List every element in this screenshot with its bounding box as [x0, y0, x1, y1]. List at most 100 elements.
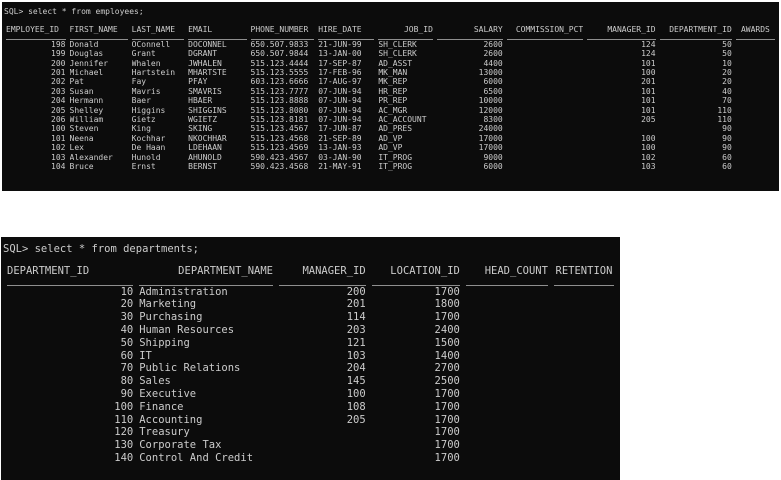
table-cell — [466, 337, 548, 350]
table-cell: 90 — [722, 143, 732, 153]
table-cell: 121 — [346, 336, 366, 349]
table-cell: AC_ACCOUNT — [378, 115, 427, 125]
table-cell: 50 — [722, 39, 732, 49]
departments-terminal-window[interactable]: SQL> select * from departments; DEPARTME… — [1, 237, 620, 480]
table-cell: 515.123.8888 — [250, 96, 309, 106]
table-cell: MK_REP — [378, 77, 408, 87]
table-cell: 130 — [114, 439, 134, 452]
table-row: 201 Michael Hartstein MHARTSTE 515.123.5… — [6, 68, 775, 77]
table-cell: Marketing — [139, 298, 197, 311]
table-cell: 21-SEP-89 — [318, 133, 362, 143]
table-cell — [736, 87, 775, 96]
table-cell: NKOCHHAR — [188, 133, 227, 143]
table-cell — [507, 68, 584, 77]
table-cell: Baer — [131, 96, 151, 106]
employees-terminal-window[interactable]: SQL> select * from employees; EMPLOYEE_I… — [2, 2, 779, 191]
table-cell: 110 — [717, 115, 732, 125]
table-cell: 17-FEB-96 — [318, 68, 362, 78]
table-cell: 201 — [346, 298, 366, 311]
table-cell: 203 — [51, 86, 66, 96]
table-cell — [736, 162, 775, 171]
table-cell: 2600 — [483, 39, 503, 49]
table-cell: 650.507.9844 — [250, 49, 309, 59]
table-cell: Shelley — [69, 105, 104, 115]
table-cell: 100 — [641, 68, 656, 78]
table-cell: 108 — [346, 400, 366, 413]
table-cell — [507, 153, 584, 162]
column-header: MANAGER_ID — [587, 25, 656, 40]
table-cell — [554, 286, 614, 299]
table-cell: IT — [139, 349, 152, 362]
table-row: 130 Corporate Tax 1700 — [7, 439, 614, 452]
table-cell — [554, 311, 614, 324]
table-cell — [466, 375, 548, 388]
employees-result-table: EMPLOYEE_ID FIRST_NAME LAST_NAME EMAIL PHONE… — [2, 25, 779, 171]
table-cell: 515.123.7777 — [250, 86, 309, 96]
table-cell: Control And Credit — [139, 451, 254, 464]
table-cell: 200 — [346, 285, 366, 298]
table-cell: Whalen — [131, 58, 161, 68]
table-cell: 17-JUN-87 — [318, 124, 362, 134]
table-cell: 17000 — [478, 133, 503, 143]
table-cell: 1400 — [434, 349, 460, 362]
table-cell — [736, 68, 775, 77]
table-cell — [279, 452, 366, 465]
table-cell: 205 — [51, 105, 66, 115]
table-cell: 104 — [51, 162, 66, 172]
table-cell: 17000 — [478, 143, 503, 153]
table-cell: Executive — [139, 387, 197, 400]
table-cell: 07-JUN-94 — [318, 115, 362, 125]
table-cell — [507, 134, 584, 143]
table-row: 40 Human Resources 203 2400 — [7, 324, 614, 337]
table-cell: 145 — [346, 375, 366, 388]
table-cell: 202 — [51, 77, 66, 87]
table-cell: 60 — [722, 162, 732, 172]
table-cell — [736, 153, 775, 162]
table-cell — [466, 452, 548, 465]
table-cell: Shipping — [139, 336, 190, 349]
table-cell: 205 — [641, 115, 656, 125]
table-cell: 13-JAN-93 — [318, 143, 362, 153]
table-cell — [466, 414, 548, 427]
table-cell: Finance — [139, 400, 184, 413]
table-cell: Gietz — [131, 115, 156, 125]
column-header: COMMISSION_PCT — [506, 25, 584, 40]
departments-result-table: DEPARTMENT_ID DEPARTMENT_NAME MANAGER_ID LO… — [1, 265, 620, 465]
sql-prompt-departments: SQL> select * from departments; — [3, 243, 199, 255]
table-cell: 1700 — [434, 439, 460, 452]
table-cell: 100 — [346, 387, 366, 400]
table-cell — [587, 124, 655, 133]
table-row: 20 Marketing 201 1800 — [7, 298, 614, 311]
table-cell: PR_REP — [378, 96, 408, 106]
table-cell: 10000 — [478, 96, 503, 106]
column-header: MANAGER_ID — [279, 265, 366, 286]
table-row: 206 William Gietz WGIETZ 515.123.8181 07… — [6, 115, 775, 124]
column-header: PHONE_NUMBER — [250, 25, 315, 40]
table-cell: 60 — [120, 349, 134, 362]
table-cell: 12000 — [478, 105, 503, 115]
table-cell: 1700 — [434, 400, 460, 413]
table-cell: Accounting — [139, 413, 203, 426]
table-cell: Grant — [131, 49, 156, 59]
table-cell: Kochhar — [131, 133, 166, 143]
table-cell: AD_PRES — [378, 124, 413, 134]
table-row: 30 Purchasing 114 1700 — [7, 311, 614, 324]
table-cell: 515.123.4444 — [250, 58, 309, 68]
table-cell: 90 — [722, 124, 732, 134]
table-row: 140 Control And Credit 1700 — [7, 452, 614, 465]
table-cell: 515.123.8080 — [250, 105, 309, 115]
table-cell — [507, 77, 584, 86]
column-header: DEPARTMENT_ID — [7, 265, 134, 286]
table-row: 90 Executive 100 1700 — [7, 388, 614, 401]
table-cell: 13-JAN-00 — [318, 49, 362, 59]
table-cell: Hunold — [131, 152, 161, 162]
table-cell: 515.123.5555 — [250, 68, 309, 78]
table-cell: Fay — [131, 77, 147, 87]
table-cell: 07-JUN-94 — [318, 86, 362, 96]
table-row: 203 Susan Mavris SMAVRIS 515.123.7777 07… — [6, 87, 775, 96]
table-cell: 201 — [641, 77, 656, 87]
table-header-row: EMPLOYEE_ID FIRST_NAME LAST_NAME EMAIL PHONE… — [6, 25, 775, 40]
table-cell: 21-JUN-99 — [318, 39, 362, 49]
table-cell: 650.507.9833 — [250, 39, 309, 49]
table-row: 101 Neena Kochhar NKOCHHAR 515.123.4568 … — [6, 134, 775, 143]
